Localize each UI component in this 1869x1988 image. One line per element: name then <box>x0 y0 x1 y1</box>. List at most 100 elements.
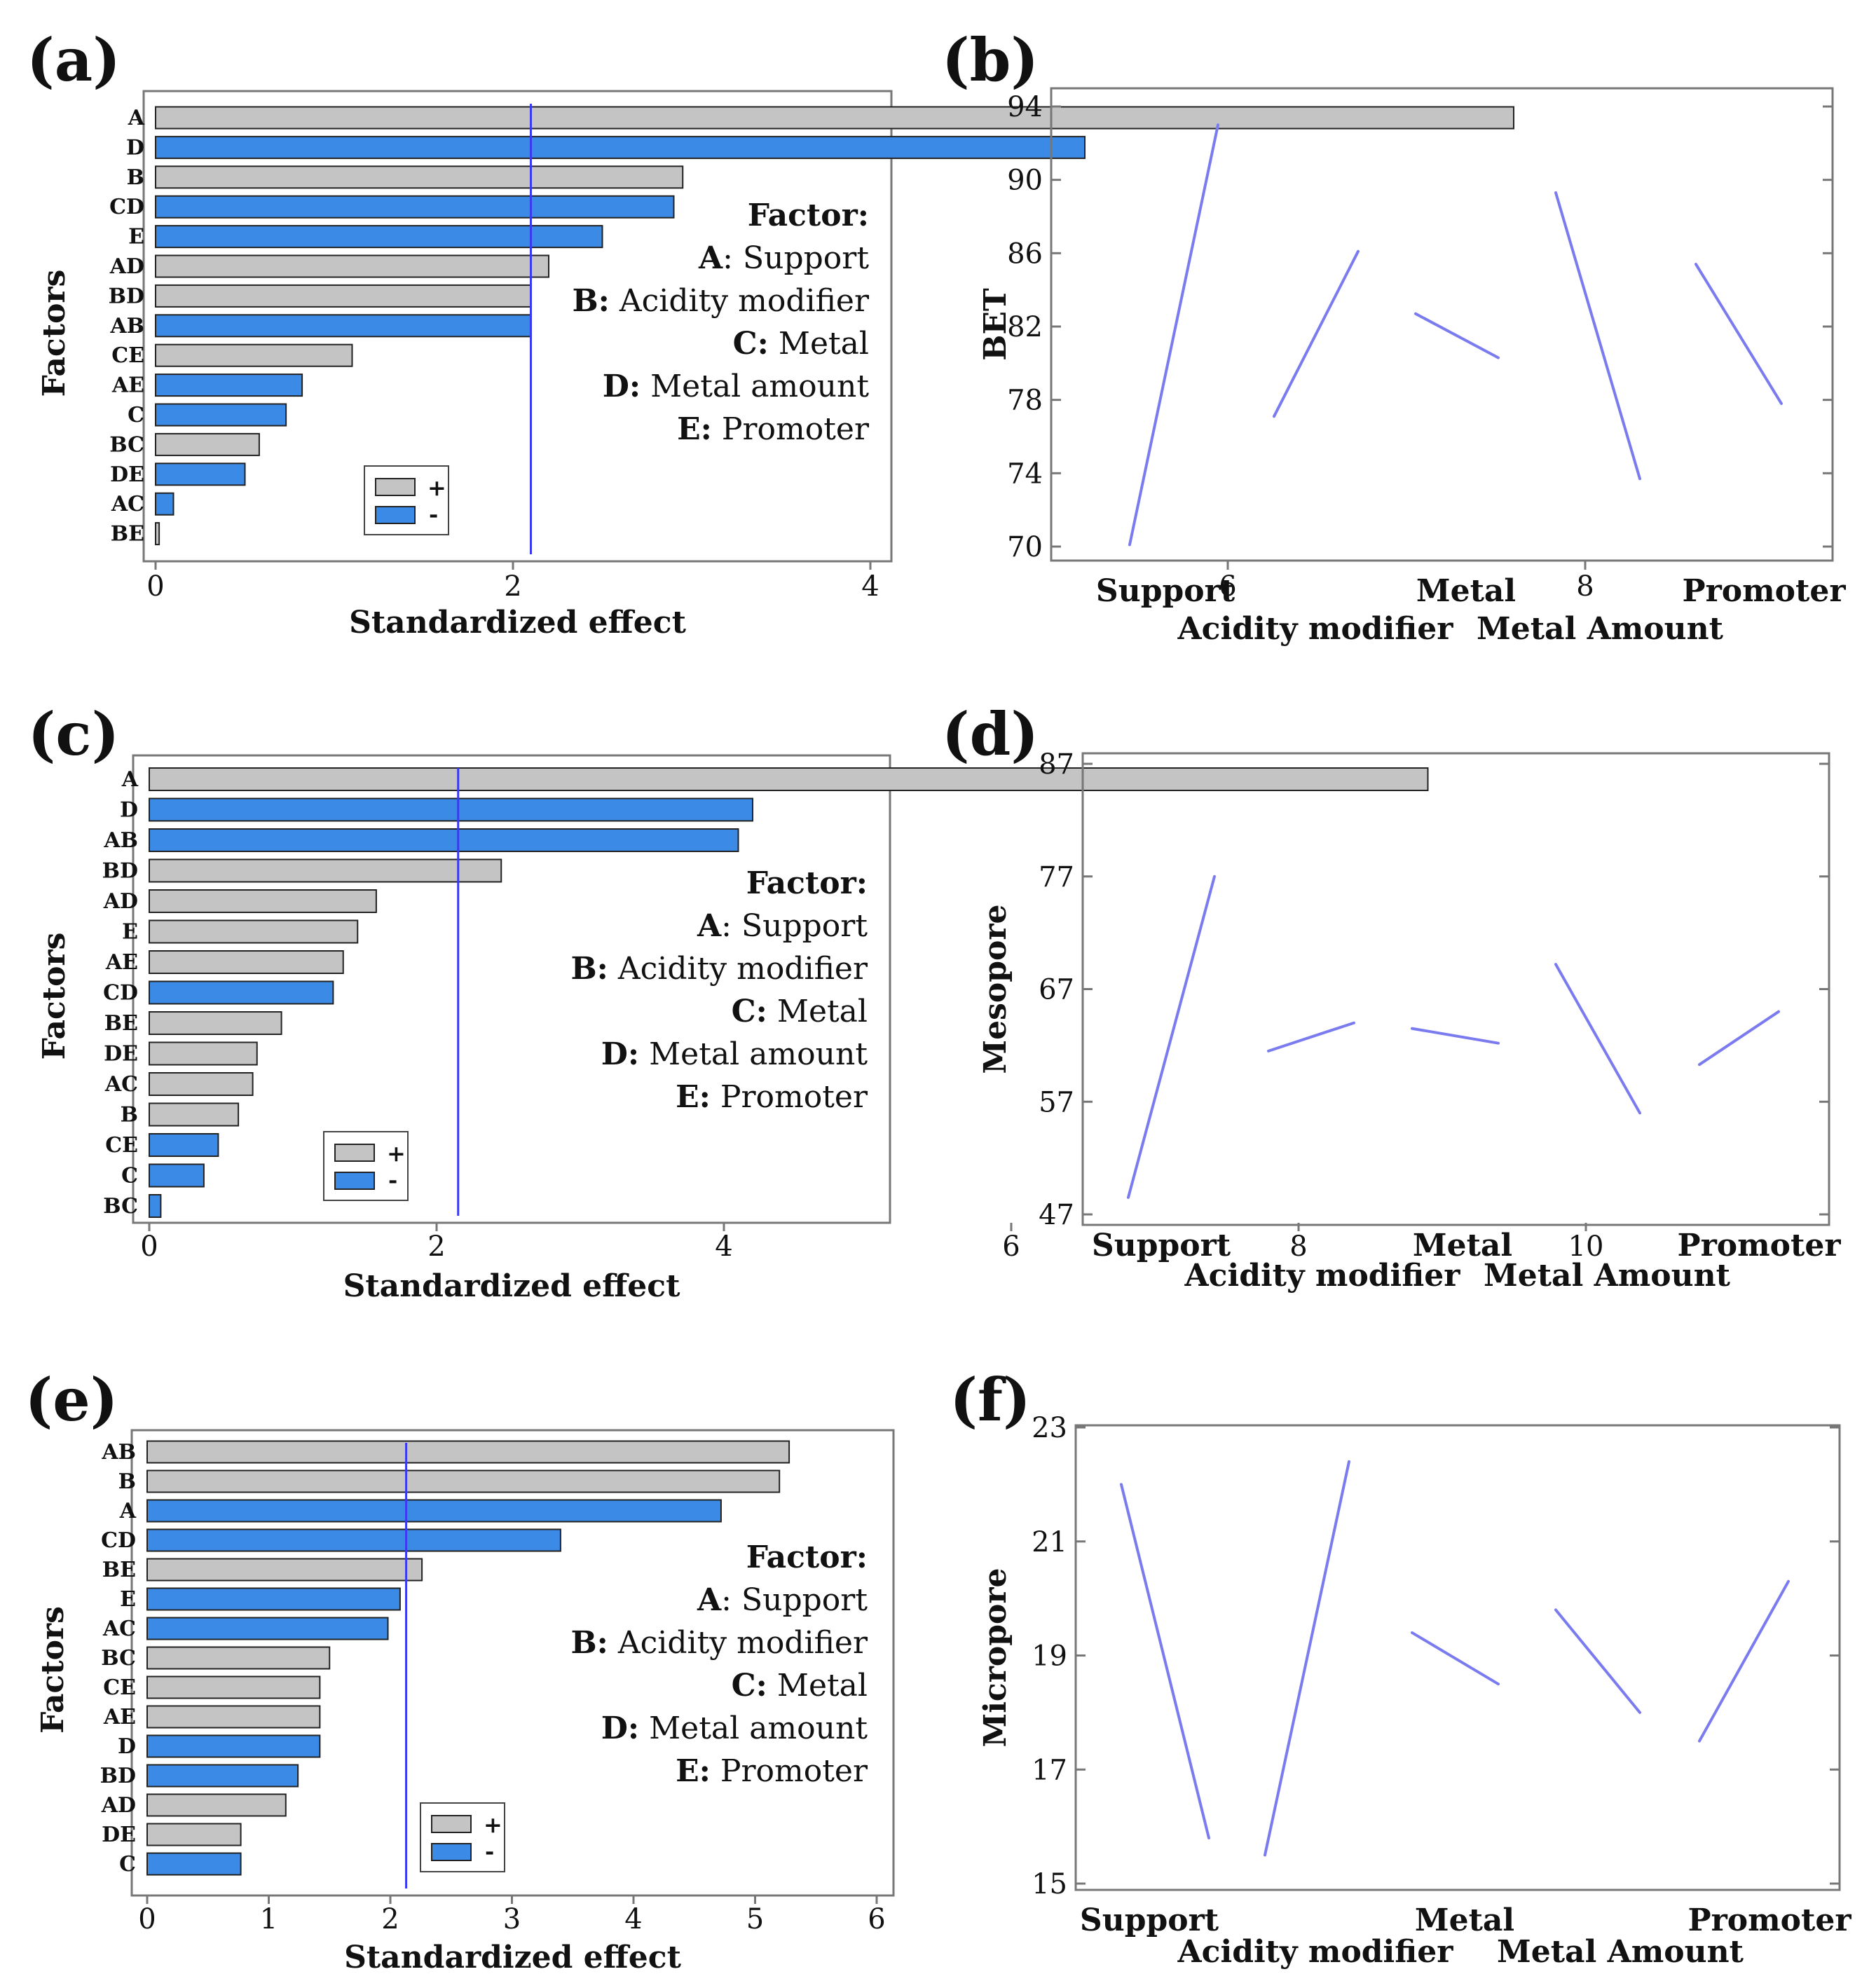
category-label-DE: DE <box>104 1042 138 1067</box>
plot-frame <box>142 90 893 563</box>
bar-D <box>149 797 753 822</box>
x-tick-label: 8 <box>1576 570 1594 603</box>
factor-name: Acidity modifier <box>610 283 870 319</box>
factor-legend-title: Factor: <box>748 198 869 233</box>
x-tick-label: 0 <box>138 1903 156 1935</box>
bar-AC <box>155 492 174 516</box>
factor-legend-item: C: Metal <box>732 994 868 1029</box>
category-label-BC: BC <box>109 432 144 457</box>
factor-axis-label: Metal Amount <box>1497 1934 1744 1970</box>
x-tick-label: 4 <box>861 570 879 603</box>
factor-axis-label: Metal <box>1416 573 1516 609</box>
factor-legend: Factor: A: Support B: Acidity modifier C: M… <box>570 1540 868 1789</box>
bar-BC <box>149 1194 162 1218</box>
factor-code: B: <box>572 283 609 319</box>
legend-label-positive: + <box>427 474 446 501</box>
category-label-AC: AC <box>111 492 144 516</box>
y-tick-label: 82 <box>1007 311 1043 343</box>
main-effect-line-support <box>1127 875 1216 1199</box>
y-tick-label: 70 <box>1007 531 1043 563</box>
panel-label: (e) <box>25 1365 118 1434</box>
factor-legend-item: D: Metal amount <box>601 1711 868 1746</box>
x-tick-label: 5 <box>746 1903 764 1935</box>
y-tick-label: 94 <box>1007 91 1043 123</box>
legend-label-positive: + <box>387 1140 406 1167</box>
factor-axis-label: Metal <box>1413 1228 1512 1263</box>
factor-code: A <box>697 908 722 944</box>
factor-legend-title: Factor: <box>746 1540 868 1575</box>
factor-name: : Support <box>723 240 869 276</box>
factor-name: Metal <box>769 326 869 362</box>
category-label-A: A <box>128 106 145 130</box>
bar-B <box>149 1102 240 1127</box>
factor-axis-label: Support <box>1096 573 1235 609</box>
y-tick-label: 74 <box>1007 458 1043 490</box>
bar-CE <box>155 343 353 367</box>
category-label-DE: DE <box>102 1823 136 1847</box>
factor-legend-item: A: Support <box>698 240 869 276</box>
y-tick-label: 78 <box>1007 385 1043 417</box>
y-tick-label: 57 <box>1039 1086 1074 1118</box>
bar-BE <box>149 1011 282 1035</box>
main-effect-line-metal <box>1411 1631 1500 1686</box>
main-effect-line-promoter <box>1695 263 1783 405</box>
category-label-AE: AE <box>103 1705 136 1729</box>
category-label-AD: AD <box>109 254 144 279</box>
factor-name: Metal amount <box>639 1036 868 1072</box>
y-tick-label: 86 <box>1007 238 1043 270</box>
y-axis-label: Mesopore <box>978 904 1013 1074</box>
category-label-AB: AB <box>103 828 138 853</box>
panel-label: (f) <box>950 1365 1031 1434</box>
factor-legend-item: D: Metal amount <box>601 1036 868 1072</box>
x-tick-label: 0 <box>146 570 164 603</box>
x-tick-label: 10 <box>1568 1230 1604 1263</box>
category-label-E: E <box>122 920 138 945</box>
y-axis-label: Factors <box>35 1606 71 1734</box>
factor-legend-item: C: Metal <box>732 1668 868 1703</box>
category-label-AD: AD <box>103 889 138 914</box>
main-effect-line-acidity-modifier <box>1264 1460 1350 1857</box>
bar-BC <box>146 1646 331 1670</box>
factor-axis-label: Acidity modifier <box>1184 1258 1461 1294</box>
bar-AE <box>155 373 303 397</box>
bar-BE <box>146 1558 423 1582</box>
bar-AD <box>146 1793 287 1817</box>
bar-AB <box>155 314 532 338</box>
plot-frame <box>1074 1424 1841 1891</box>
plot-frame <box>1050 87 1834 562</box>
factor-name: Metal <box>767 994 868 1029</box>
category-label-D: D <box>118 1734 136 1759</box>
category-label-BD: BD <box>102 859 138 884</box>
main-effect-line-acidity-modifier <box>1267 1021 1355 1053</box>
category-label-B: B <box>121 1103 138 1127</box>
category-label-BE: BE <box>111 522 144 547</box>
legend-swatch-negative <box>375 506 416 524</box>
bar-AC <box>149 1072 254 1096</box>
x-axis-label: Standardized effect <box>343 1268 680 1304</box>
main-effect-line-metal-amount <box>1554 963 1641 1115</box>
y-axis-label: Factors <box>36 933 72 1060</box>
category-label-CE: CE <box>111 343 144 368</box>
y-tick-label: 23 <box>1032 1412 1067 1444</box>
category-label-AE: AE <box>111 373 144 398</box>
factor-code: B: <box>570 951 608 987</box>
category-label-AC: AC <box>102 1617 136 1641</box>
y-tick-label: 19 <box>1032 1640 1067 1673</box>
bar-A <box>149 767 1429 791</box>
bar-E <box>146 1587 401 1611</box>
factor-legend-item: E: Promoter <box>677 411 870 447</box>
factor-axis-label: Metal <box>1415 1903 1514 1938</box>
bar-AB <box>146 1440 790 1464</box>
factor-name: Promoter <box>712 411 870 447</box>
x-tick-label: 0 <box>140 1230 158 1263</box>
bar-AE <box>149 950 344 974</box>
main-effect-line-metal-amount <box>1554 1608 1641 1714</box>
y-tick-label: 67 <box>1039 974 1074 1006</box>
bar-DE <box>149 1041 258 1066</box>
legend-swatch-negative <box>334 1172 375 1190</box>
category-label-E: E <box>120 1587 136 1612</box>
plot-frame <box>1081 752 1830 1226</box>
